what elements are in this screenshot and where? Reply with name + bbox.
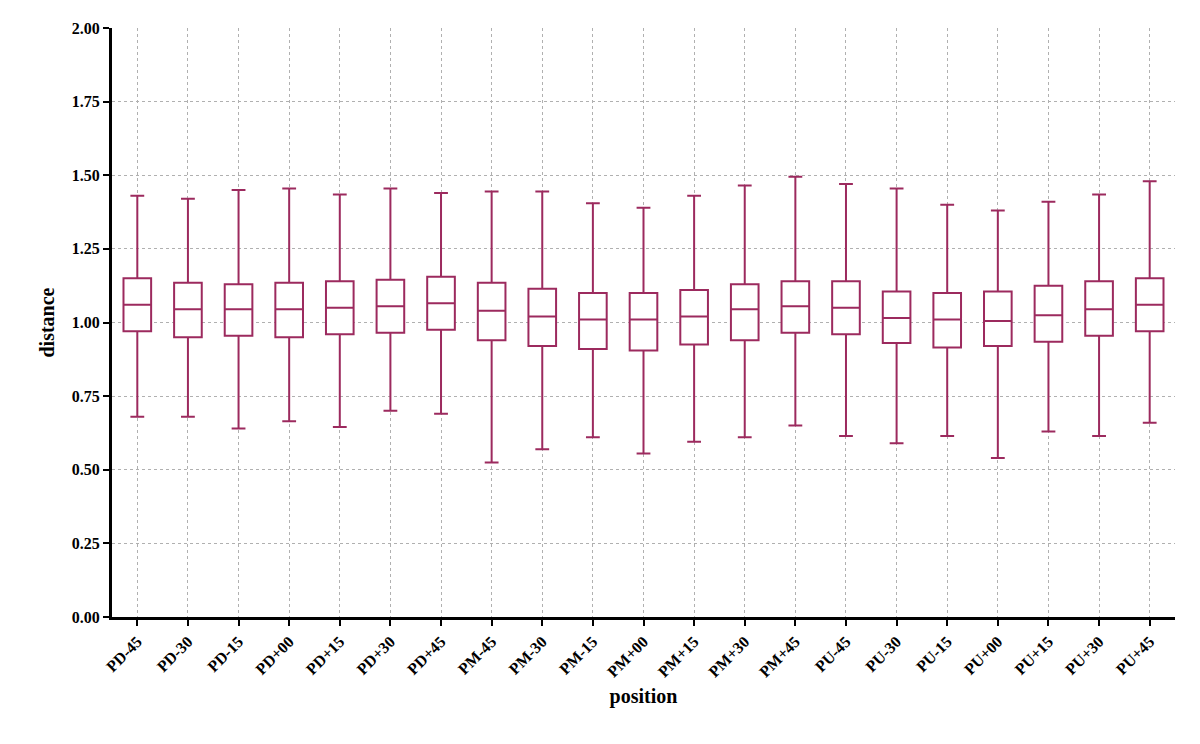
svg-text:PD-45: PD-45 bbox=[103, 633, 145, 675]
svg-text:0.00: 0.00 bbox=[72, 609, 100, 626]
svg-text:distance: distance bbox=[36, 287, 58, 357]
svg-text:PM+00: PM+00 bbox=[604, 633, 651, 680]
svg-text:0.50: 0.50 bbox=[72, 461, 100, 478]
svg-text:PU+15: PU+15 bbox=[1011, 633, 1056, 678]
svg-text:1.25: 1.25 bbox=[72, 240, 100, 257]
svg-text:PU+30: PU+30 bbox=[1062, 633, 1107, 678]
svg-text:1.75: 1.75 bbox=[72, 93, 100, 110]
svg-text:1.50: 1.50 bbox=[72, 167, 100, 184]
svg-text:PM-45: PM-45 bbox=[455, 633, 500, 678]
svg-text:PU+45: PU+45 bbox=[1113, 633, 1158, 678]
svg-text:PU-15: PU-15 bbox=[913, 633, 955, 675]
svg-text:PU-30: PU-30 bbox=[862, 633, 904, 675]
svg-text:PD-15: PD-15 bbox=[204, 633, 246, 675]
svg-text:PD+00: PD+00 bbox=[252, 633, 297, 678]
svg-text:PD+30: PD+30 bbox=[353, 633, 398, 678]
svg-text:PM-30: PM-30 bbox=[505, 633, 550, 678]
svg-text:PM-15: PM-15 bbox=[556, 633, 601, 678]
svg-text:0.25: 0.25 bbox=[72, 535, 100, 552]
svg-text:PU+00: PU+00 bbox=[961, 633, 1006, 678]
svg-text:PD+15: PD+15 bbox=[303, 633, 348, 678]
svg-text:PD-30: PD-30 bbox=[154, 633, 196, 675]
svg-text:PD+45: PD+45 bbox=[404, 633, 449, 678]
svg-text:PM+15: PM+15 bbox=[655, 633, 702, 680]
svg-text:PM+30: PM+30 bbox=[705, 633, 752, 680]
svg-text:position: position bbox=[610, 685, 678, 708]
svg-text:PU-45: PU-45 bbox=[812, 633, 854, 675]
svg-text:1.00: 1.00 bbox=[72, 314, 100, 331]
svg-text:PM+45: PM+45 bbox=[756, 633, 803, 680]
svg-text:2.00: 2.00 bbox=[72, 20, 100, 37]
svg-text:0.75: 0.75 bbox=[72, 388, 100, 405]
